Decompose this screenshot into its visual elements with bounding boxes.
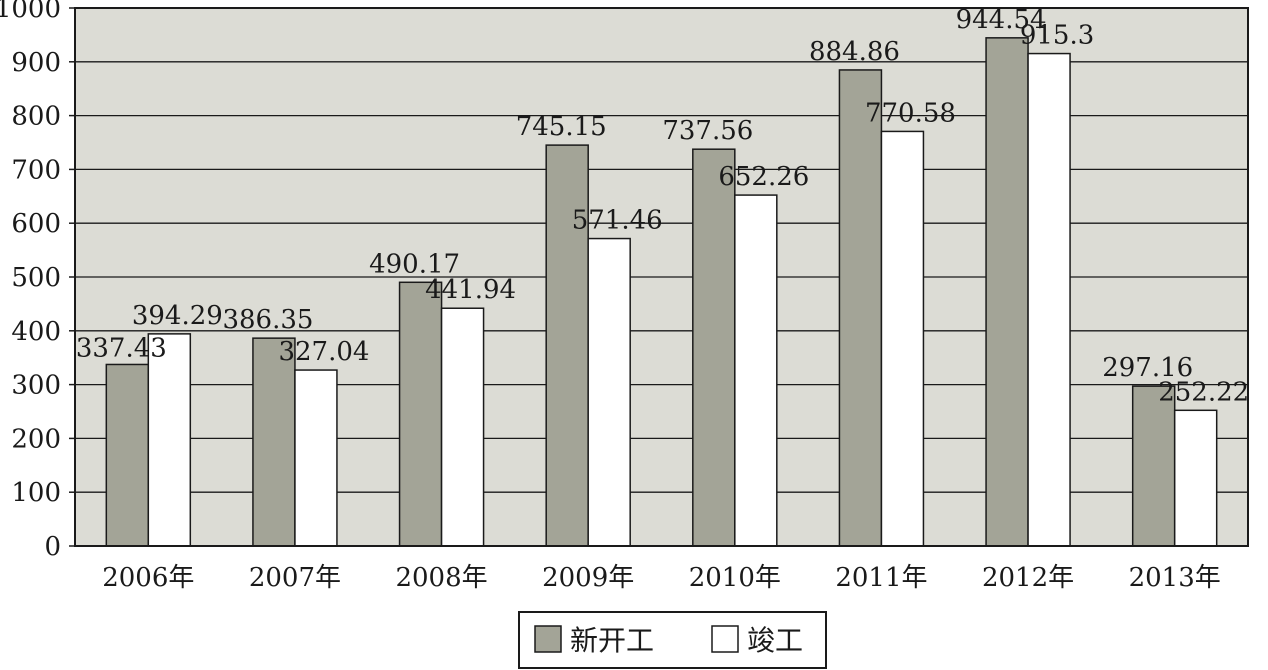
x-tick-label: 2006年 [102, 563, 194, 593]
bar-completed [1027, 52, 1071, 547]
legend-swatch-new-construction [534, 625, 562, 653]
y-tick-label: 600 [11, 209, 61, 239]
y-tick-label: 400 [11, 317, 61, 347]
x-tick-label: 2012年 [982, 563, 1074, 593]
y-tick-label: 700 [11, 155, 61, 185]
bar-new-construction [692, 148, 736, 547]
data-label-completed: 252.22 [1158, 377, 1249, 407]
bar-new-construction [985, 37, 1029, 547]
data-label-completed: 652.26 [718, 162, 809, 192]
x-tick-label: 2011年 [835, 563, 927, 593]
x-tick-label: 2007年 [249, 563, 341, 593]
x-tick-label: 2013年 [1129, 563, 1221, 593]
y-tick-label: 0 [44, 532, 61, 562]
y-tick-label: 1000 [0, 0, 61, 24]
data-label-new-construction: 337.43 [76, 333, 167, 363]
plot-frame [74, 7, 1249, 547]
axes: 0 100 200 300 400 500 600 700 800 900 1000 2006年 200… [0, 0, 1249, 593]
data-label-completed: 327.04 [278, 337, 369, 367]
data-label-new-construction: 745.15 [516, 112, 607, 142]
data-label-new-construction: 297.16 [1102, 353, 1193, 383]
data-label-new-construction: 386.35 [222, 305, 313, 335]
bar-new-construction [545, 144, 589, 547]
legend-label-new-construction: 新开工 [570, 624, 654, 657]
bar-new-construction [252, 337, 296, 547]
data-label-new-construction: 737.56 [662, 116, 753, 146]
y-tick-label: 800 [11, 102, 61, 132]
bar-completed [440, 307, 485, 547]
data-label-new-construction: 944.54 [956, 5, 1047, 35]
bar-completed [1173, 409, 1218, 547]
x-tick-label: 2010年 [689, 563, 781, 593]
x-tick-label: 2009年 [542, 563, 634, 593]
legend-frame [518, 611, 827, 669]
bar-completed [294, 369, 338, 547]
data-label-new-construction: 884.86 [809, 37, 900, 67]
x-tick-label: 2008年 [395, 563, 487, 593]
bar-new-construction [838, 69, 883, 547]
bar-completed [880, 130, 925, 547]
data-label-new-construction: 490.17 [369, 249, 460, 279]
legend-label-completed: 竣工 [747, 624, 803, 657]
bar-new-construction [398, 281, 443, 547]
data-label-completed: 441.94 [425, 275, 516, 305]
bar-completed [587, 237, 631, 547]
y-tick-label: 300 [11, 371, 61, 401]
bar-completed [734, 194, 778, 547]
data-label-completed: 571.46 [572, 206, 663, 236]
bar-completed [147, 333, 192, 547]
y-tick-label: 900 [11, 48, 61, 78]
bar-new-construction [1131, 385, 1176, 547]
bar-new-construction [105, 363, 150, 547]
y-tick-label: 100 [11, 478, 61, 508]
bars [105, 37, 1218, 547]
data-label-completed: 394.29 [132, 301, 223, 331]
y-tick-label: 200 [11, 424, 61, 454]
data-label-completed: 915.3 [1020, 21, 1094, 51]
legend: 新开工 竣工 [518, 611, 827, 669]
legend-swatch-completed [711, 625, 739, 653]
y-tick-label: 500 [11, 263, 61, 293]
data-label-completed: 770.58 [865, 98, 956, 128]
